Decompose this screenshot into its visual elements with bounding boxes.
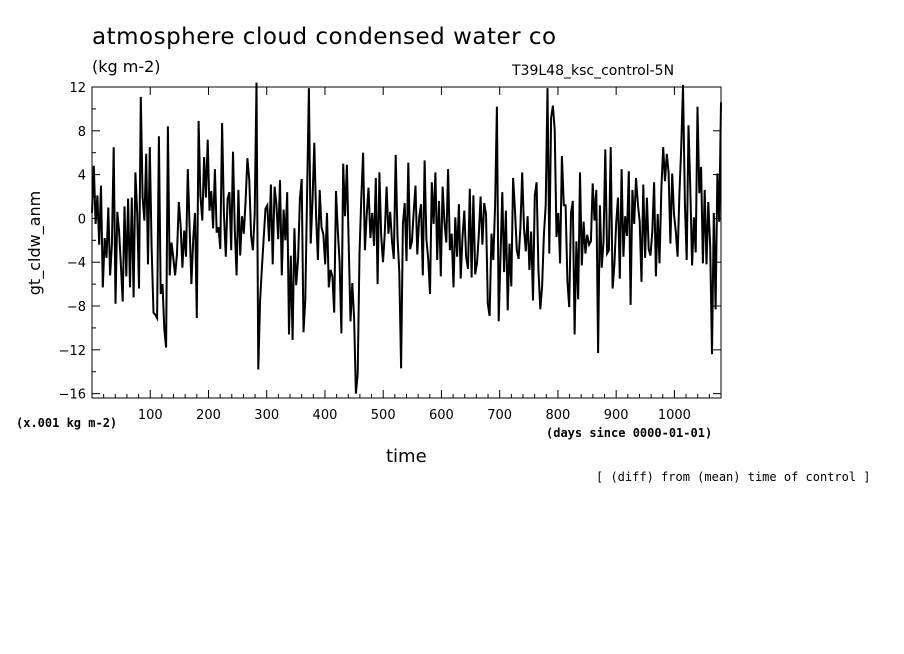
x-tick-label: 100 — [138, 408, 163, 423]
y-tick-label: −12 — [59, 344, 86, 359]
y-axis-label: gt_cldw_anm — [25, 191, 45, 295]
x-axis-units: (days since 0000-01-01) — [546, 426, 713, 440]
x-tick-label: 600 — [429, 408, 454, 423]
x-tick-label: 800 — [546, 408, 571, 423]
y-tick-label: 4 — [78, 169, 86, 184]
x-axis-label: time — [386, 446, 427, 467]
y-tick-label: −4 — [67, 256, 86, 271]
diff-note: [ (diff) from (mean) time of control ] — [596, 470, 871, 484]
x-tick-label: 700 — [487, 408, 512, 423]
x-tick-label: 200 — [196, 408, 221, 423]
chart-units: (kg m-2) — [92, 57, 161, 76]
x-tick-label: 1000 — [658, 408, 691, 423]
y-scale-note: (x.001 kg m-2) — [16, 416, 118, 430]
series-layer — [91, 82, 722, 394]
plot-frame — [91, 86, 722, 399]
y-tick-label: 12 — [69, 81, 86, 96]
series-line — [91, 82, 722, 394]
chart-title: atmosphere cloud condensed water co — [92, 24, 557, 50]
y-tick-label: 0 — [78, 212, 86, 227]
tick-layer: 12 8 4 0 −4 −8 −12 −16 100 200 300 400 500 600 700 800 9… — [59, 81, 721, 423]
x-tick-label: 900 — [604, 408, 629, 423]
experiment-label: T39L48_ksc_control-5N — [512, 63, 675, 79]
x-tick-label: 400 — [313, 408, 338, 423]
y-tick-label: −8 — [67, 300, 86, 315]
x-tick-label: 300 — [254, 408, 279, 423]
y-tick-label: 8 — [78, 125, 86, 140]
y-tick-label: −16 — [59, 388, 86, 403]
x-tick-label: 500 — [371, 408, 396, 423]
